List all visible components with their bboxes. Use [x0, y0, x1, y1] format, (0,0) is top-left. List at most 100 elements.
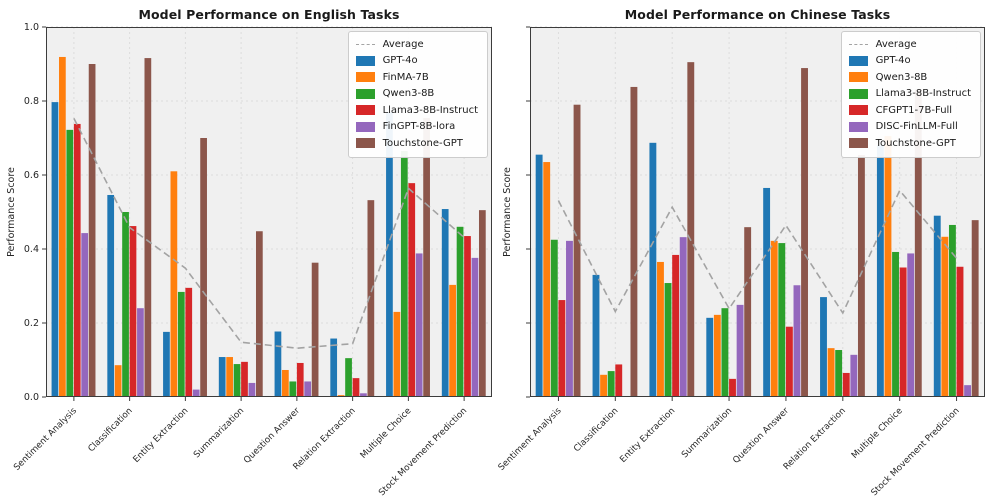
legend-label: Qwen3-8B — [382, 88, 435, 100]
bar — [713, 314, 721, 397]
x-tick-label: Classification — [572, 406, 620, 454]
bar — [73, 123, 81, 397]
legend-entry: Qwen3-8B — [848, 69, 971, 86]
legend-entry: FinMA-7B — [355, 69, 478, 86]
bar — [820, 297, 827, 397]
legend-entry: Llama3-8B-Instruct — [355, 102, 478, 119]
bar — [778, 243, 786, 397]
bar — [311, 262, 319, 397]
legend-label: Llama3-8B-Instruct — [875, 88, 971, 100]
bar — [88, 64, 96, 397]
bar — [282, 369, 289, 397]
x-tick-label: Stock Movement Prediction — [377, 406, 469, 498]
legend-color-swatch — [848, 72, 868, 83]
bar — [729, 378, 736, 397]
bar — [801, 68, 808, 397]
bar — [66, 129, 74, 398]
axes-spines — [46, 27, 492, 397]
bar — [345, 358, 352, 397]
bar — [857, 155, 865, 397]
legend-color-swatch — [355, 55, 375, 66]
bar — [607, 371, 615, 397]
bar — [185, 287, 193, 397]
legend-entry: GPT-4o — [848, 53, 971, 70]
legend-label: CFGPT1-7B-Full — [875, 104, 953, 116]
bar — [415, 253, 423, 397]
bar — [241, 361, 248, 397]
legend-entry: Touchstone-GPT — [355, 135, 478, 152]
bar — [192, 389, 200, 397]
bar — [535, 154, 543, 397]
bar — [964, 385, 972, 397]
legend-color-swatch — [355, 88, 375, 99]
axes-spines — [530, 27, 985, 397]
x-tick-label: Summarization — [680, 406, 734, 460]
bar — [408, 183, 416, 397]
x-tick-label: Summarization — [192, 406, 246, 460]
legend-label: FinGPT-8B-lora — [382, 121, 456, 133]
legend-label: GPT-4o — [382, 55, 418, 67]
bar — [842, 372, 850, 397]
bar — [304, 381, 312, 397]
legend-color-swatch — [848, 138, 868, 149]
bar — [129, 226, 137, 397]
bar — [449, 284, 456, 397]
bar — [352, 378, 360, 397]
x-tick-label: Classification — [87, 406, 135, 454]
bar — [200, 138, 207, 397]
bar — [218, 357, 226, 397]
x-tick-label: Question Answer — [731, 406, 791, 466]
legend-entry: GPT-4o — [355, 53, 478, 70]
x-tick-label: Entity Extraction — [132, 406, 191, 465]
bar — [59, 56, 66, 397]
bar — [330, 338, 338, 397]
bar — [706, 317, 714, 397]
bar — [393, 311, 401, 397]
legend-color-swatch — [355, 72, 375, 83]
bar — [289, 381, 297, 397]
bar — [170, 171, 178, 397]
bar — [558, 300, 566, 397]
legend-color-swatch — [355, 105, 375, 116]
legend-entry: DISC-FinLLM-Full — [848, 119, 971, 136]
bar — [137, 308, 144, 397]
bar — [649, 142, 657, 397]
legend-label: Qwen3-8B — [875, 71, 928, 83]
bar — [827, 348, 835, 397]
bar — [615, 364, 623, 397]
bar — [907, 253, 915, 397]
legend-color-swatch — [355, 121, 375, 132]
bar — [744, 227, 752, 397]
legend-entry: Average — [355, 36, 478, 53]
bar — [226, 357, 233, 397]
chart-title-english: Model Performance on English Tasks — [138, 7, 400, 22]
x-tick-label: Multiple Choice — [359, 406, 414, 461]
legend-chinese: Average GPT-4o Qwen3-8B Llama3-8B-Instruct C… — [840, 31, 981, 158]
bar — [687, 62, 695, 398]
legend-entry: Touchstone-GPT — [848, 135, 971, 152]
bar — [144, 58, 152, 397]
x-tick-label: Question Answer — [242, 406, 302, 466]
bar — [478, 210, 486, 397]
average-line — [73, 118, 465, 350]
x-tick-label: Relation Extraction — [782, 406, 848, 472]
legend-entry: Average — [848, 36, 971, 53]
x-tick-label: Multiple Choice — [850, 406, 905, 461]
y-tick-label: 0.0 — [24, 392, 39, 403]
bar — [177, 291, 185, 397]
legend-label: Touchstone-GPT — [382, 137, 463, 149]
bar — [899, 267, 907, 397]
legend-color-swatch — [848, 121, 868, 132]
bar — [592, 274, 600, 397]
bar — [630, 86, 638, 397]
legend-dash-sample — [355, 43, 375, 45]
legend-dash-sample — [848, 43, 868, 45]
bar — [736, 304, 744, 397]
bar — [423, 118, 430, 398]
x-tick-label: Sentiment Analysis — [497, 406, 564, 473]
y-axis-label-chinese: Performance Score — [502, 167, 513, 257]
x-tick-label: Relation Extraction — [292, 406, 358, 472]
bar — [835, 350, 843, 397]
bar — [543, 162, 551, 397]
